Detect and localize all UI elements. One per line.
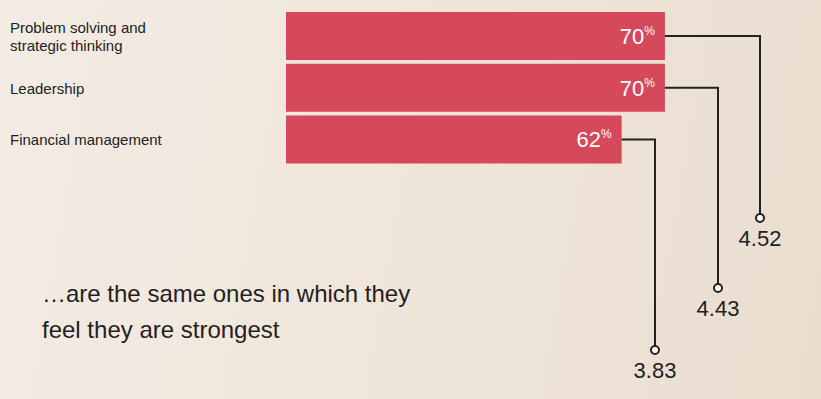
svg-text:62%: 62% [576, 127, 611, 152]
svg-text:4.43: 4.43 [697, 296, 740, 321]
svg-text:4.52: 4.52 [739, 226, 782, 251]
svg-text:3.83: 3.83 [634, 358, 677, 383]
svg-text:Problem solving andstrategic t: Problem solving andstrategic thinking [10, 18, 146, 53]
svg-text:Leadership: Leadership [10, 79, 84, 96]
svg-text:70%: 70% [620, 24, 655, 49]
svg-text:Financial management: Financial management [10, 131, 163, 148]
html-text:…are the same ones in which th: …are the same ones in which they feel th… [42, 280, 411, 343]
svg-text:70%: 70% [620, 76, 655, 101]
